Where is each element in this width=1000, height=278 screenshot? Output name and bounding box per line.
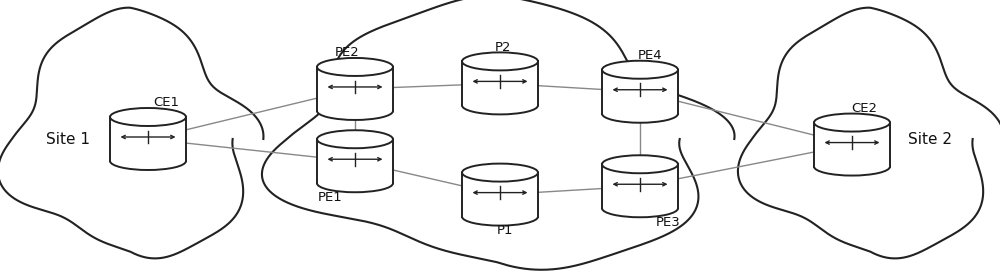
Text: PE3: PE3: [656, 216, 680, 229]
Polygon shape: [738, 8, 1000, 258]
Polygon shape: [262, 0, 735, 270]
FancyBboxPatch shape: [602, 164, 678, 208]
Text: PE2: PE2: [335, 46, 359, 59]
Polygon shape: [0, 8, 263, 258]
Text: CE1: CE1: [153, 96, 179, 109]
Text: PE4: PE4: [638, 49, 662, 62]
FancyBboxPatch shape: [110, 117, 186, 161]
Ellipse shape: [317, 174, 393, 192]
Ellipse shape: [317, 102, 393, 120]
Ellipse shape: [602, 105, 678, 123]
Ellipse shape: [110, 108, 186, 126]
Ellipse shape: [462, 208, 538, 226]
Text: P1: P1: [497, 224, 513, 237]
Ellipse shape: [462, 52, 538, 70]
Text: Site 2: Site 2: [908, 131, 952, 147]
Ellipse shape: [814, 113, 890, 131]
Ellipse shape: [462, 96, 538, 115]
Ellipse shape: [317, 58, 393, 76]
FancyBboxPatch shape: [317, 67, 393, 111]
FancyBboxPatch shape: [317, 139, 393, 183]
Ellipse shape: [317, 130, 393, 148]
Ellipse shape: [602, 199, 678, 217]
Ellipse shape: [602, 155, 678, 173]
FancyBboxPatch shape: [602, 70, 678, 114]
Text: P2: P2: [495, 41, 511, 54]
Ellipse shape: [602, 61, 678, 79]
Ellipse shape: [462, 163, 538, 182]
Ellipse shape: [814, 158, 890, 176]
FancyBboxPatch shape: [814, 123, 890, 167]
FancyBboxPatch shape: [462, 61, 538, 105]
Text: PE1: PE1: [318, 191, 342, 204]
Text: Site 1: Site 1: [46, 131, 90, 147]
Ellipse shape: [110, 152, 186, 170]
Text: CE2: CE2: [851, 102, 877, 115]
FancyBboxPatch shape: [462, 173, 538, 217]
